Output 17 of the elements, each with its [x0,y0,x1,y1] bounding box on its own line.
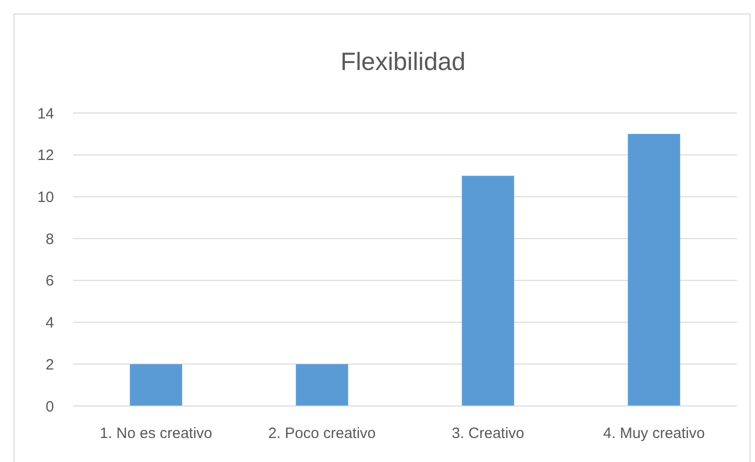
y-tick-label: 6 [46,272,54,290]
chart-title: Flexibilidad [340,48,466,76]
bar [462,176,514,406]
bar [130,364,182,406]
x-tick-label: 2. Poco creativo [268,425,376,442]
x-tick-label: 3. Creativo [452,425,524,442]
y-tick-label: 14 [37,105,54,122]
y-tick-label: 4 [46,314,54,332]
bar [628,134,680,406]
y-tick-label: 0 [46,398,54,416]
bar [296,364,348,406]
y-tick-label: 10 [37,188,54,206]
x-tick-label: 1. No es creativo [100,425,212,442]
y-tick-label: 12 [37,147,54,164]
x-tick-label: 4. Muy creativo [603,425,705,442]
y-tick-label: 8 [46,230,54,248]
y-tick-label: 2 [46,356,54,374]
